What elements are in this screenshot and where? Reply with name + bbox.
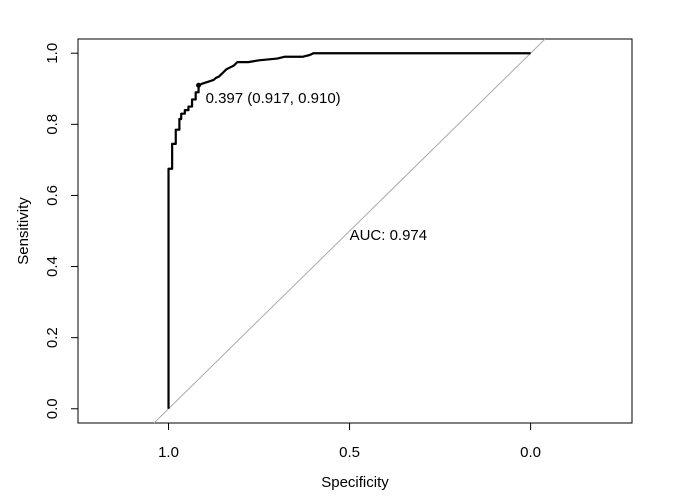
y-tick-label: 0.0 <box>44 398 61 419</box>
plot-frame <box>77 38 633 424</box>
y-axis-label: Sensitivity <box>15 197 32 265</box>
y-tick-label: 0.4 <box>44 256 61 277</box>
x-tick-label: 0.0 <box>520 444 541 461</box>
y-tick-label: 1.0 <box>44 43 61 64</box>
roc-curve-line <box>167 52 531 409</box>
threshold-point <box>196 82 202 88</box>
y-tick-label: 0.8 <box>44 114 61 135</box>
x-axis-label: Specificity <box>321 474 389 491</box>
reference-diagonal-line <box>153 38 546 424</box>
threshold-annotation: 0.397 (0.917, 0.910) <box>206 90 341 107</box>
y-tick-label: 0.2 <box>44 327 61 348</box>
auc-annotation: AUC: 0.974 <box>350 227 428 244</box>
x-tick-label: 1.0 <box>158 444 179 461</box>
y-tick-label: 0.6 <box>44 185 61 206</box>
x-tick-label: 0.5 <box>339 444 360 461</box>
